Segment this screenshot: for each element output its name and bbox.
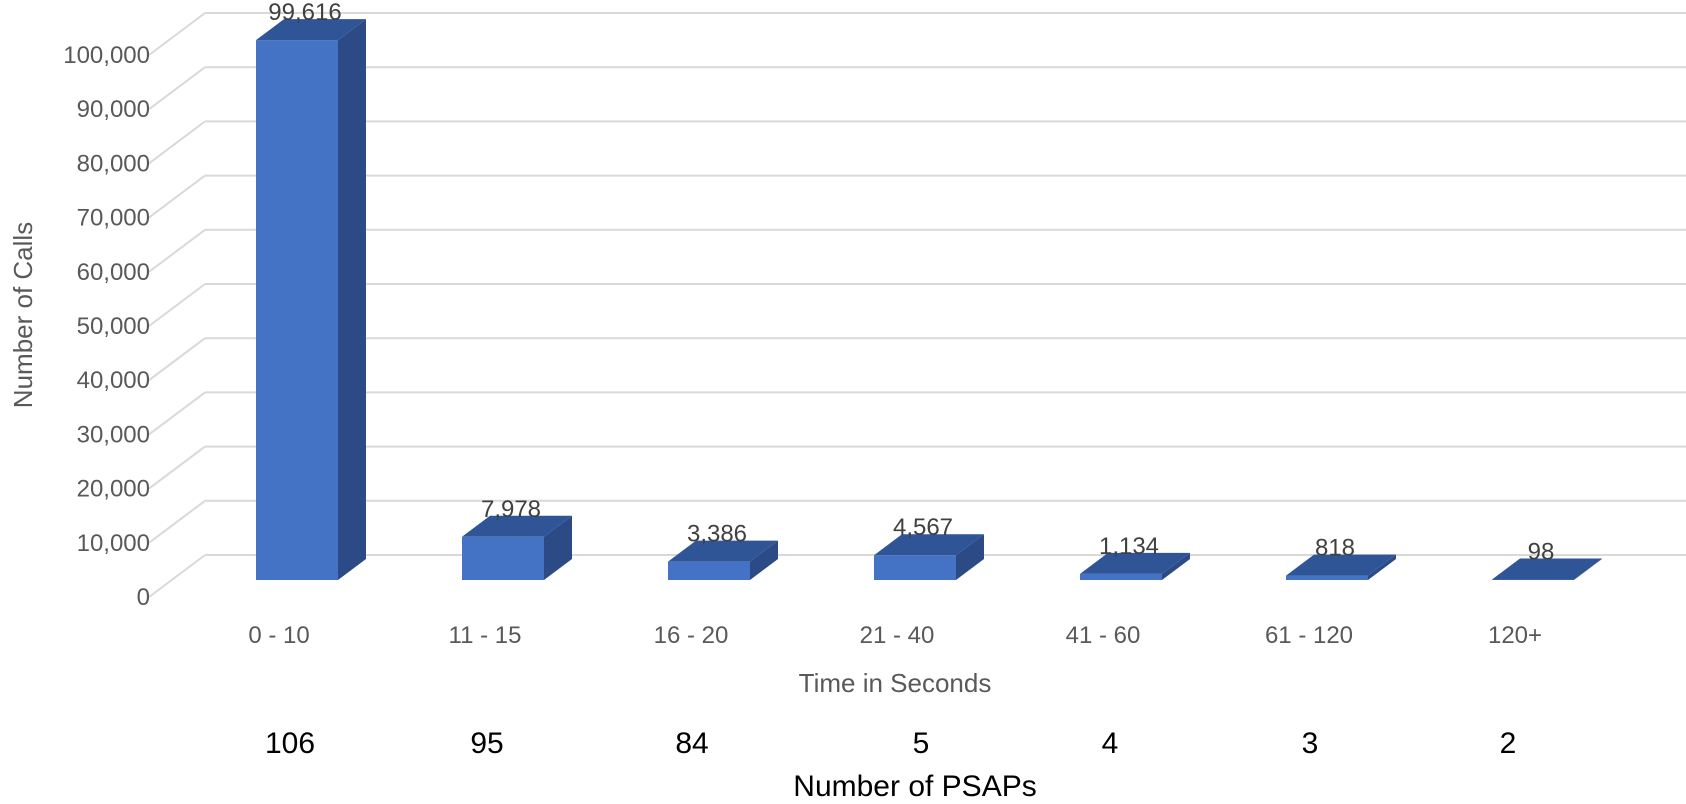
psap-count: 2 xyxy=(1500,727,1517,760)
gridline-side xyxy=(148,229,206,273)
bar xyxy=(874,534,984,580)
y-tick-label: 90,000 xyxy=(77,96,150,123)
x-tick-label: 120+ xyxy=(1488,622,1542,649)
bar-front xyxy=(1492,579,1574,580)
bar-top xyxy=(1286,554,1396,576)
gridline-side xyxy=(148,283,206,327)
bar-front xyxy=(874,555,956,580)
y-tick-label: 0 xyxy=(137,584,150,611)
gridline-side xyxy=(148,337,206,382)
bar-top xyxy=(874,534,984,556)
gridline-side xyxy=(148,12,206,56)
bar-front xyxy=(462,536,544,580)
x-tick-label: 61 - 120 xyxy=(1265,622,1353,649)
data-labels: 99,616 7,978 3,386 4,567 1,134 818 98 xyxy=(268,0,1554,565)
bar-side xyxy=(956,534,984,580)
bar-side xyxy=(338,19,366,580)
y-tick-label: 50,000 xyxy=(77,313,150,340)
y-axis-title: Number of Calls xyxy=(8,222,38,408)
x-tick-label: 11 - 15 xyxy=(449,622,522,649)
psap-count: 95 xyxy=(470,727,503,760)
y-tick-label: 10,000 xyxy=(77,530,150,557)
x-axis-ticks: 0 - 10 11 - 15 16 - 20 21 - 40 41 - 60 61 - 1… xyxy=(248,622,1542,649)
bar-front xyxy=(1286,575,1368,580)
data-label: 98 xyxy=(1528,538,1555,565)
bars xyxy=(256,19,1602,580)
bar-side xyxy=(1162,552,1190,580)
bar-top xyxy=(462,515,572,537)
bar xyxy=(1286,554,1396,580)
bar xyxy=(462,515,572,580)
gridlines xyxy=(148,12,1686,598)
data-label: 1,134 xyxy=(1099,533,1159,560)
data-label: 99,616 xyxy=(268,0,341,26)
y-axis-ticks: 0 10,000 20,000 30,000 40,000 50,000 60,000 70,… xyxy=(63,42,150,611)
x-tick-label: 41 - 60 xyxy=(1066,622,1141,649)
bar-top xyxy=(256,19,366,41)
x-tick-label: 16 - 20 xyxy=(654,622,729,649)
bar-front xyxy=(1080,573,1162,580)
data-label: 7,978 xyxy=(481,496,541,523)
psap-count: 4 xyxy=(1102,727,1119,760)
y-tick-label: 60,000 xyxy=(77,259,150,286)
x-tick-label: 0 - 10 xyxy=(248,622,309,649)
data-label: 818 xyxy=(1315,535,1355,562)
gridline-side xyxy=(148,174,206,219)
bar-side xyxy=(1574,558,1602,580)
bar-top xyxy=(668,540,778,562)
bar-side xyxy=(1368,554,1396,580)
psap-count: 5 xyxy=(913,727,930,760)
psap-count: 84 xyxy=(675,727,708,760)
y-tick-label: 100,000 xyxy=(63,42,150,69)
psap-row-title: Number of PSAPs xyxy=(793,770,1036,803)
bar-side xyxy=(750,540,778,580)
gridline-side xyxy=(148,445,206,490)
bar-top xyxy=(1492,558,1602,580)
y-tick-label: 30,000 xyxy=(77,421,150,448)
gridline-side xyxy=(148,499,206,544)
bar xyxy=(256,19,366,580)
bar-side xyxy=(544,515,572,580)
data-label: 3,386 xyxy=(687,521,747,548)
psap-counts: 106 95 84 5 4 3 2 xyxy=(265,727,1516,760)
y-tick-label: 70,000 xyxy=(77,205,150,232)
bar xyxy=(1492,558,1602,580)
bar-front xyxy=(668,561,750,580)
gridline-side xyxy=(148,120,206,165)
gridline-side xyxy=(148,66,206,110)
bar-front xyxy=(256,40,338,580)
x-axis-title: Time in Seconds xyxy=(799,668,992,698)
bar-top xyxy=(1080,552,1190,574)
bar xyxy=(668,540,778,580)
y-tick-label: 20,000 xyxy=(77,476,150,503)
psap-count: 3 xyxy=(1302,727,1319,760)
psap-count: 106 xyxy=(265,727,315,760)
gridline-side xyxy=(148,391,206,436)
x-tick-label: 21 - 40 xyxy=(860,622,935,649)
data-label: 4,567 xyxy=(893,514,953,541)
bar xyxy=(1080,552,1190,580)
gridline-side xyxy=(148,554,206,598)
y-tick-label: 80,000 xyxy=(77,150,150,177)
y-tick-label: 40,000 xyxy=(77,367,150,394)
